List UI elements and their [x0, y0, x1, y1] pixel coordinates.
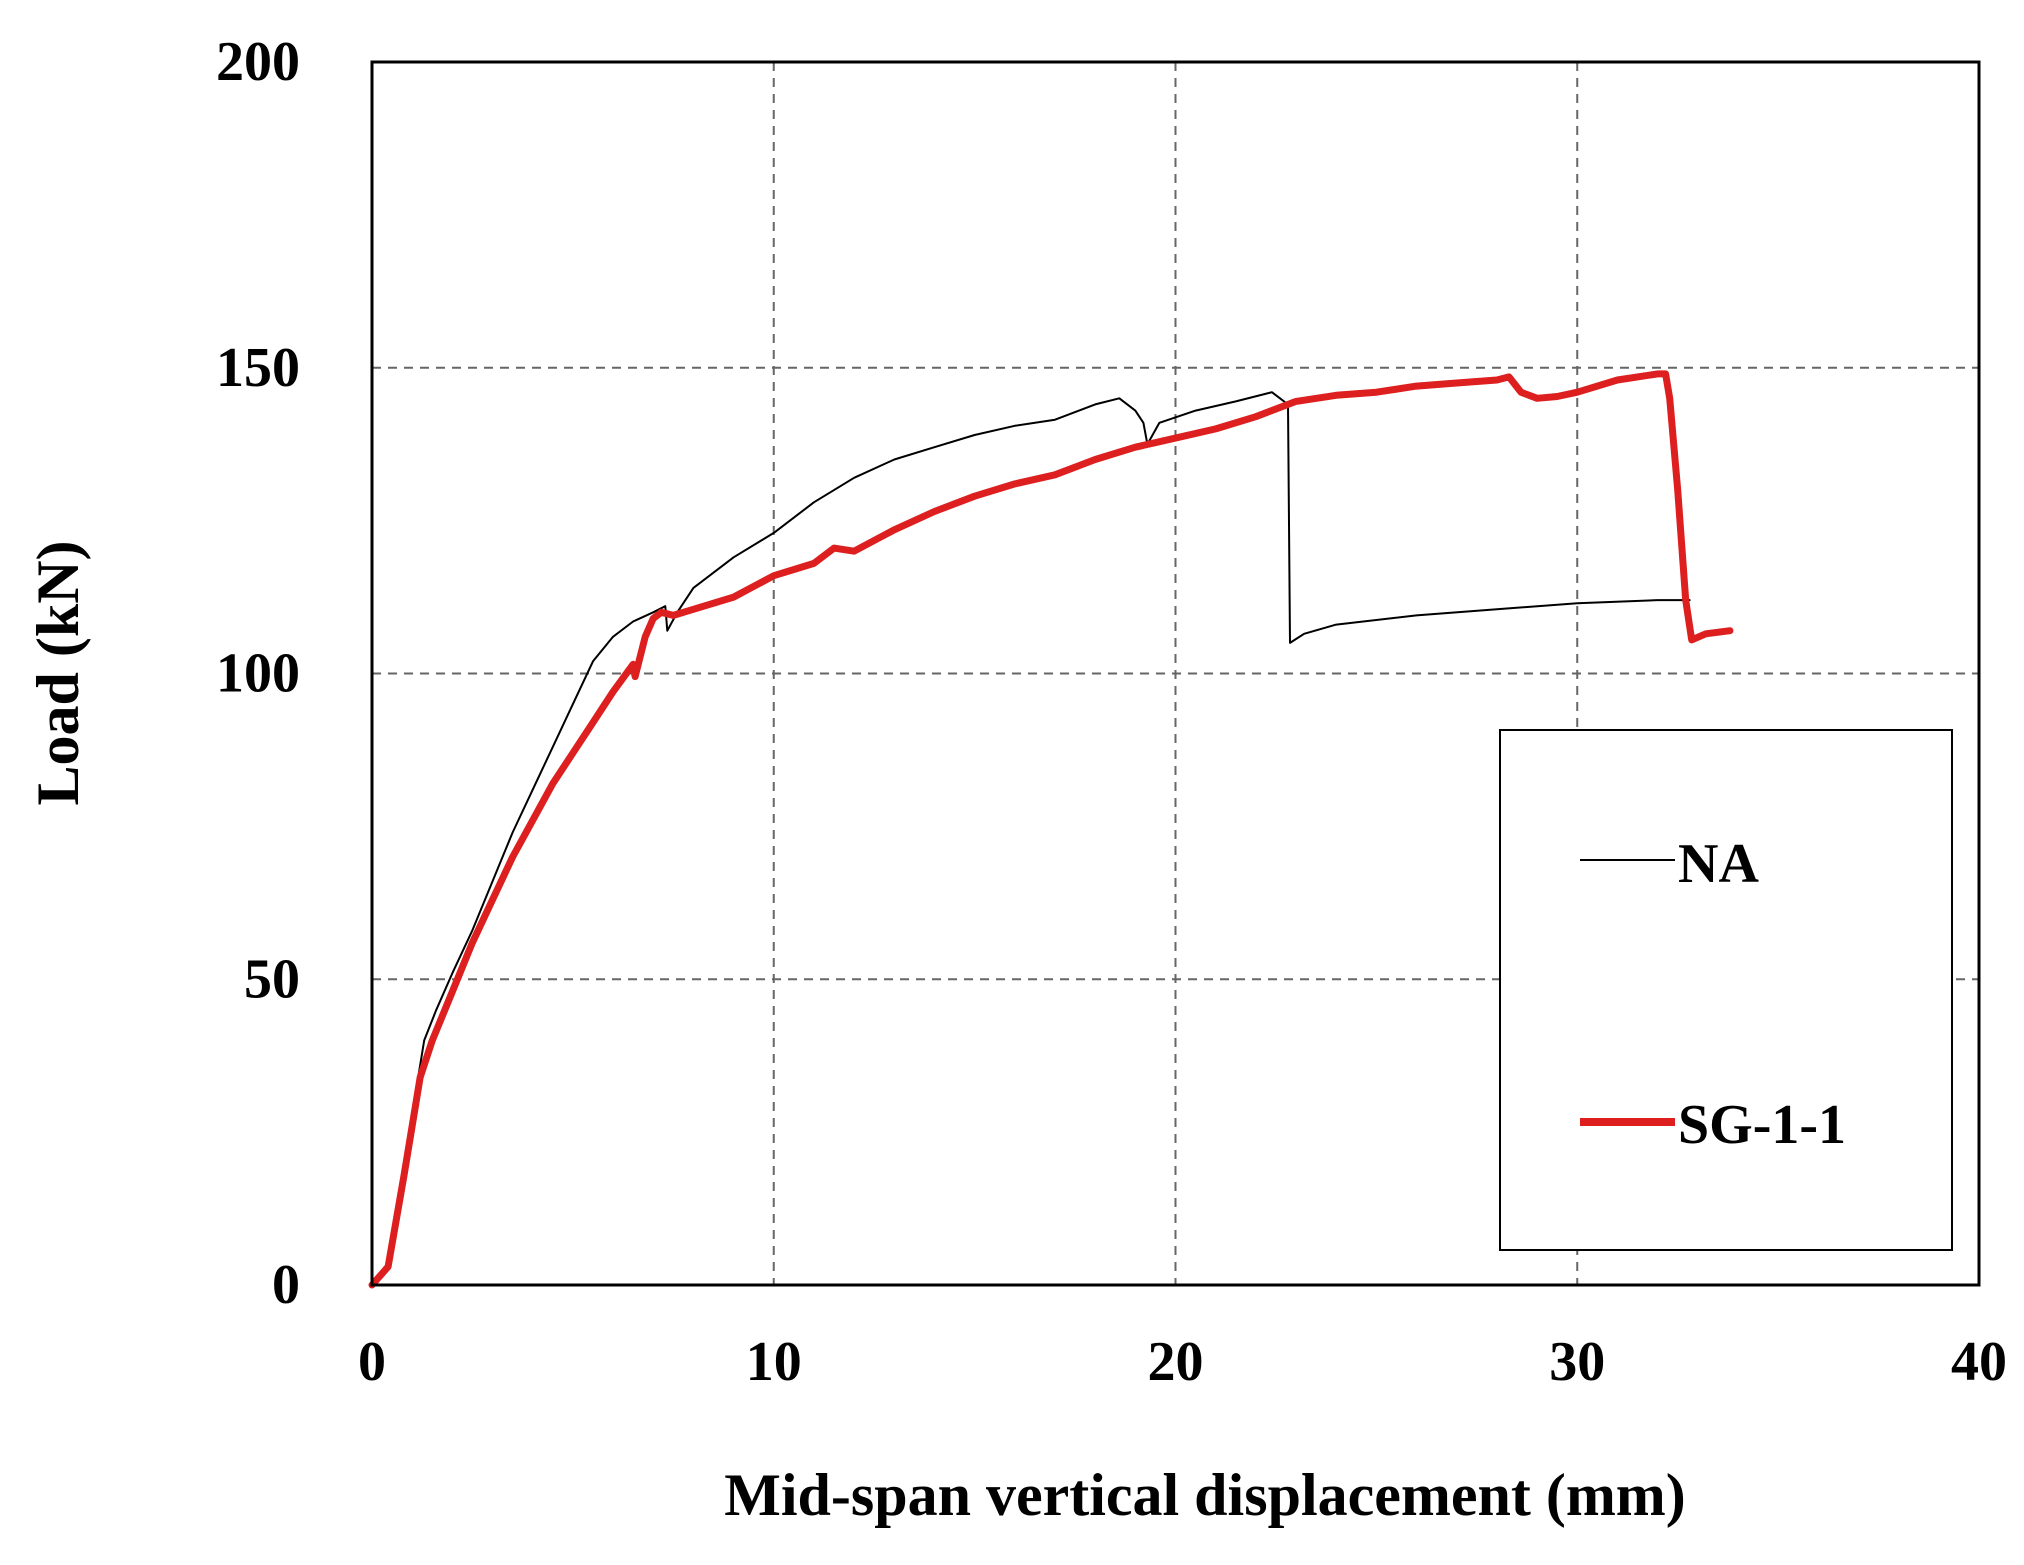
- x-tick-label: 10: [746, 1331, 802, 1393]
- x-tick-label: 30: [1549, 1331, 1605, 1393]
- series-line-na: [371, 391, 1691, 1286]
- gridlines: [372, 62, 1979, 1285]
- x-axis-label: Mid-span vertical displacement (mm): [724, 1462, 1686, 1528]
- y-tick-label: 0: [272, 1254, 300, 1316]
- y-axis-label: Load (kN): [25, 540, 91, 805]
- x-tick-label: 20: [1148, 1331, 1204, 1393]
- y-tick-label: 50: [244, 948, 300, 1010]
- series-lines: [368, 370, 1734, 1289]
- legend-label-sg-1-1: SG-1-1: [1678, 1094, 1846, 1156]
- plot-area-frame: [370, 60, 1981, 1287]
- y-tick-label: 200: [216, 31, 300, 93]
- x-tick-label: 40: [1951, 1331, 2007, 1393]
- legend-label-na: NA: [1678, 833, 1759, 895]
- legend: NA SG-1-1: [1499, 729, 1953, 1251]
- y-tick-label: 150: [216, 337, 300, 399]
- y-tick-label: 100: [216, 643, 300, 705]
- x-tick-label: 0: [358, 1331, 386, 1393]
- tick-labels: 0 10 20 30 40 0 50 100 150 200: [216, 31, 2007, 1393]
- series-line-sg-1-1: [368, 370, 1734, 1289]
- legend-box: [1499, 729, 1953, 1251]
